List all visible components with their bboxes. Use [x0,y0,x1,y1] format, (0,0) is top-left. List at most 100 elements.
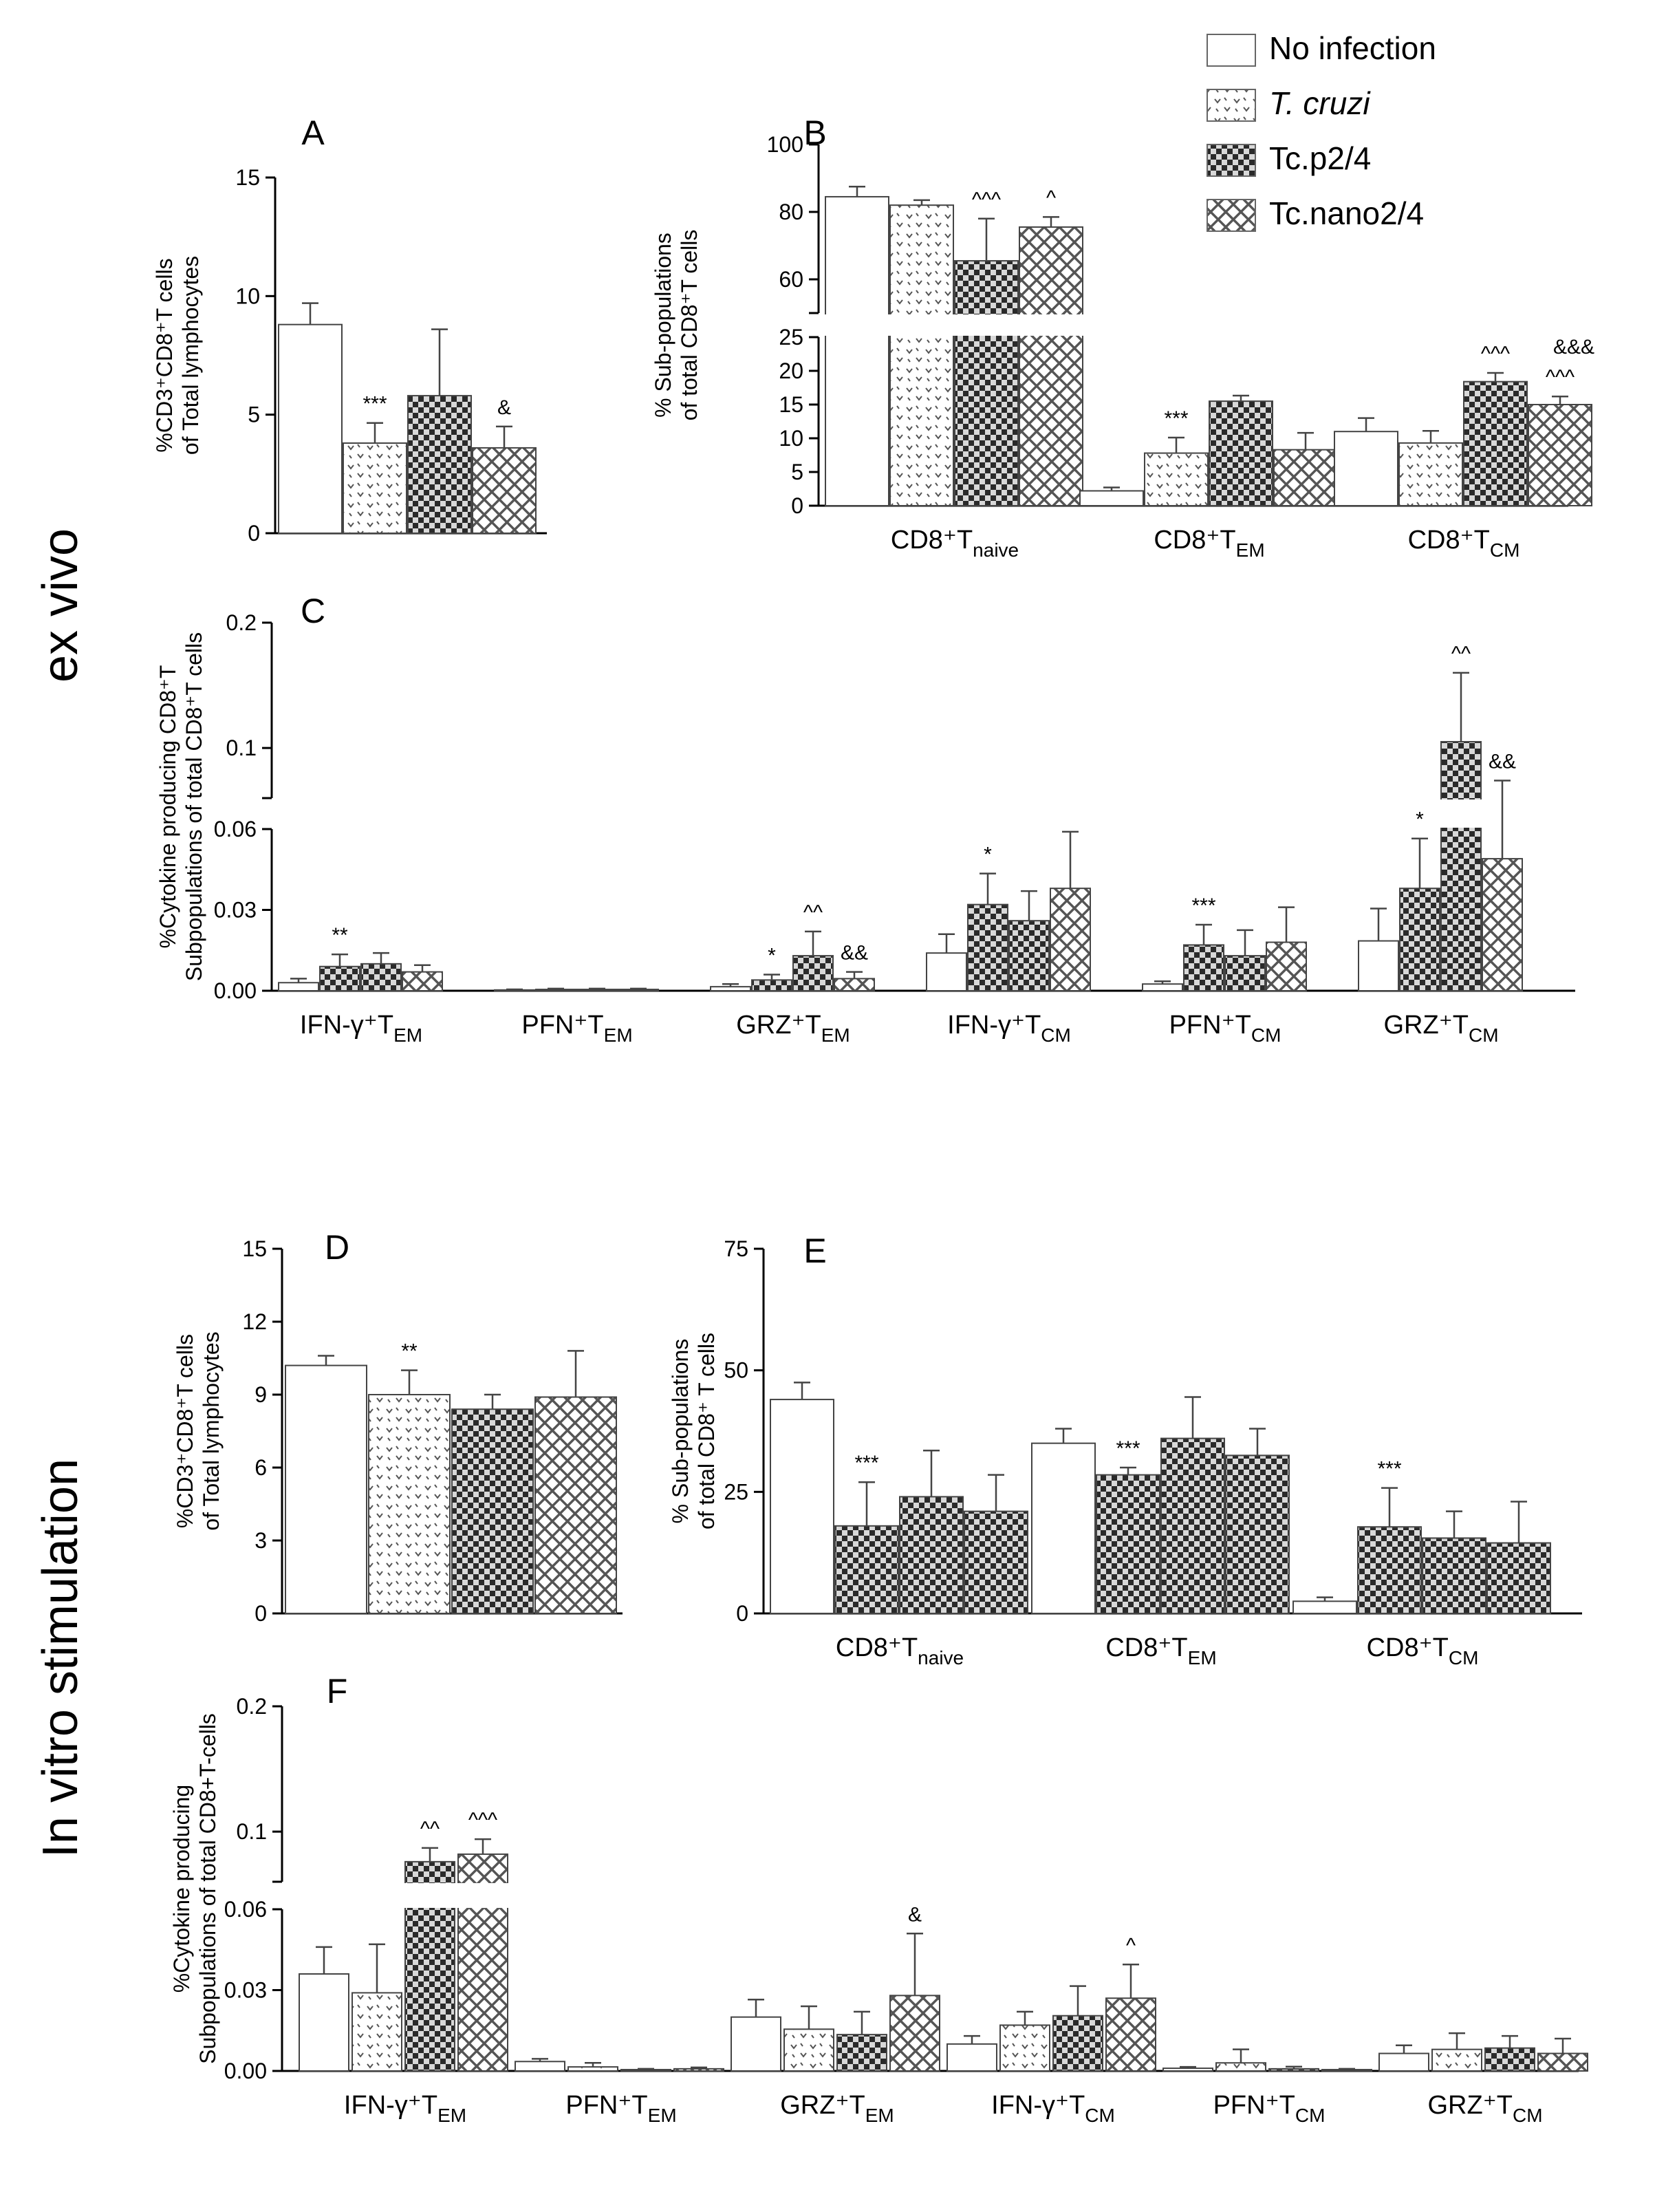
bar [1096,1474,1160,1615]
x-tick-label-sub: CM [1490,539,1520,561]
x-tick-label-main: GRZ⁺T [736,1011,821,1040]
legend-label-no-infection: No infection [1269,30,1436,66]
x-tick-label-sub: naive [973,539,1019,561]
significance-label: & [497,396,511,419]
significance-label: *** [1164,407,1188,430]
bar-break-gap [404,1883,456,1908]
x-tick-label-main: GRZ⁺T [1427,2091,1512,2120]
significance-label: * [768,945,776,967]
bar [1440,741,1482,992]
x-tick-label-main: PFN⁺T [565,2091,647,2120]
x-tick-label: GRZ⁺TCM [1427,2091,1542,2126]
bar [954,260,1019,506]
y-tick-label: 0.2 [226,610,257,635]
x-tick-label-main: PFN⁺T [521,1011,603,1040]
bar [407,395,472,534]
panel-label-b: B [803,114,826,152]
side-label-ex-vivo: ex vivo [33,528,88,683]
x-tick-label: IFN-γ⁺TEM [300,1011,422,1046]
x-tick-label-sub: EM [865,2105,894,2126]
y-tick-label: 0 [248,521,260,546]
bar [620,2069,671,2072]
x-tick-label-main: GRZ⁺T [1383,1011,1468,1040]
x-tick-label: CD8⁺TEM [1154,526,1264,561]
bar [1482,858,1523,992]
x-tick-label-sub: CM [1041,1024,1071,1046]
bar [1052,2015,1103,2072]
x-tick-label-sub: EM [437,2105,466,2126]
y-tick-label: 10 [235,283,260,308]
bar [1486,1542,1551,1615]
bar [770,1399,834,1614]
legend: No infection T. cruzi Tc.p2/4 Tc.nano2/4 [1207,30,1436,232]
bar [1292,1600,1357,1614]
bar [618,989,659,991]
x-tick-label-main: CD8⁺T [1367,1633,1449,1662]
bar [1273,449,1338,506]
y-tick-label: 0.06 [214,817,257,841]
y-axis-label: %CD3⁺CD8⁺T cellsof Total lymphocytes [173,1331,224,1530]
bar [1537,2052,1588,2072]
significance-label: && [841,942,868,965]
x-tick-label-main: CD8⁺T [1408,526,1490,555]
x-tick-label-sub: CM [1251,1024,1281,1046]
bar [515,2061,565,2072]
bar [1398,442,1463,506]
y-tick-label: 0 [791,493,803,518]
bar [1183,944,1224,991]
x-tick-label: CD8⁺TCM [1408,526,1520,561]
x-tick-label: GRZ⁺TCM [1383,1011,1498,1046]
bar [1431,2048,1482,2072]
bar [999,2024,1050,2072]
bar [1334,431,1398,507]
x-tick-label-main: IFN-γ⁺T [947,1011,1041,1040]
y-axis-label-line: %CD3⁺CD8⁺T cells [152,258,177,452]
significance-label: ^^^ [468,1809,497,1832]
bar [964,1510,1028,1615]
bar [402,971,443,992]
bar [731,2016,781,2072]
legend-label-t-cruzi: T. cruzi [1269,85,1371,121]
y-tick-label: 0.03 [224,1978,267,2003]
bar [299,1973,349,2072]
y-tick-label: 0.1 [226,735,257,760]
bar-break-gap [457,1883,509,1908]
x-tick-label-main: CD8⁺T [891,526,973,555]
y-tick-label: 80 [779,200,803,224]
significance-label: && [1489,751,1516,773]
y-axis-label-line: %Cytokine producing [169,1785,194,1993]
bar [360,963,402,992]
y-axis-label: %Cytokine producingSubpopulations of tot… [169,1713,220,2064]
y-tick-label: 6 [255,1455,267,1480]
bar [1160,1437,1225,1615]
y-tick-label: 15 [242,1236,267,1261]
y-axis-label-line: %Cytokine producing CD8⁺T [155,665,180,949]
bar [535,989,576,991]
panel-e: E 0 25 50 75 % Sub-populationsof total CD8⁺ T… [668,1232,1582,1668]
bar [825,195,889,506]
bar [1019,226,1083,506]
bar [710,986,751,991]
bar [1224,955,1266,992]
x-tick-label: PFN⁺TEM [521,1011,632,1046]
y-tick-label: 60 [779,267,803,292]
y-tick-label: 15 [779,392,803,417]
x-tick-label: CD8⁺TCM [1367,1633,1479,1668]
panel-b: B 0 5 10 15 20 25 60 80 100 % Sub-populationsof to… [651,114,1594,561]
y-tick-label: 5 [248,402,260,427]
significance-label: & [908,1903,922,1926]
panel-label-e: E [803,1232,826,1270]
bar [834,978,875,991]
significance-label: ^^^ [1546,366,1575,389]
x-tick-label-main: CD8⁺T [1154,526,1235,555]
significance-label: ^^^ [1481,343,1510,365]
x-tick-label-sub: CM [1513,2105,1543,2126]
x-tick-label: IFN-γ⁺TCM [947,1011,1071,1046]
bar [1357,1526,1422,1615]
bar [792,955,834,992]
significance-label: ^^ [420,1818,440,1840]
bar [783,2028,834,2072]
bar [1079,490,1144,507]
bar [926,952,967,991]
